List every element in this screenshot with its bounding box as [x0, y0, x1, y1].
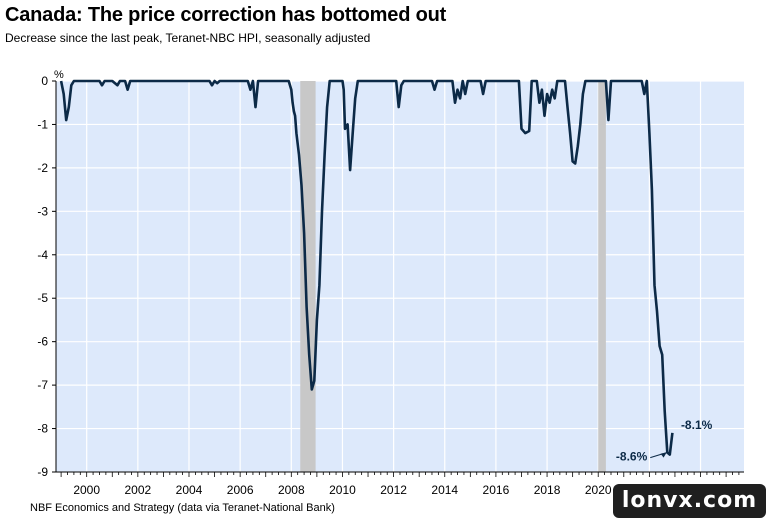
x-tick-label: 2020	[585, 483, 612, 497]
x-tick-label: 2014	[431, 483, 458, 497]
y-tick-label: -9	[37, 465, 48, 479]
y-tick-label: 0	[41, 74, 48, 88]
source-note: NBF Economics and Strategy (data via Ter…	[30, 502, 335, 514]
recession-band	[598, 81, 606, 472]
y-tick-label: -7	[37, 378, 48, 392]
x-tick-label: 2018	[534, 483, 561, 497]
chart-title: Canada: The price correction has bottome…	[5, 4, 447, 26]
x-tick-label: 2000	[73, 483, 100, 497]
plot-area	[56, 81, 744, 472]
x-tick-label: 2016	[483, 483, 510, 497]
annotation-label: -8.6%	[616, 450, 648, 464]
y-tick-label: -6	[37, 335, 48, 349]
series-line	[59, 79, 674, 456]
y-tick-label: -3	[37, 204, 48, 218]
x-tick-label: 2012	[380, 483, 407, 497]
annotation-label: -8.1%	[681, 418, 713, 432]
recession-band	[300, 81, 316, 472]
annotation-arrowhead	[660, 452, 667, 458]
y-tick-label: -1	[37, 117, 48, 131]
y-tick-label: -8	[37, 422, 48, 436]
x-tick-label: 2002	[124, 483, 151, 497]
watermark-logo: lonvx.com	[613, 484, 766, 518]
x-tick-label: 2004	[176, 483, 203, 497]
line-chart: 0 -1 -2 -3 -4 -5 -6 -7 -8 -9% 2000 2002 2004 2006 2008…	[37, 69, 744, 497]
y-tick-label: -5	[37, 291, 48, 305]
x-tick-label: 2008	[278, 483, 305, 497]
y-tick-label: -4	[37, 248, 48, 262]
x-tick-label: 2006	[227, 483, 254, 497]
y-axis-label: %	[54, 69, 64, 81]
y-tick-label: -2	[37, 161, 48, 175]
x-tick-label: 2010	[329, 483, 356, 497]
chart-subtitle: Decrease since the last peak, Teranet-NB…	[5, 31, 371, 45]
